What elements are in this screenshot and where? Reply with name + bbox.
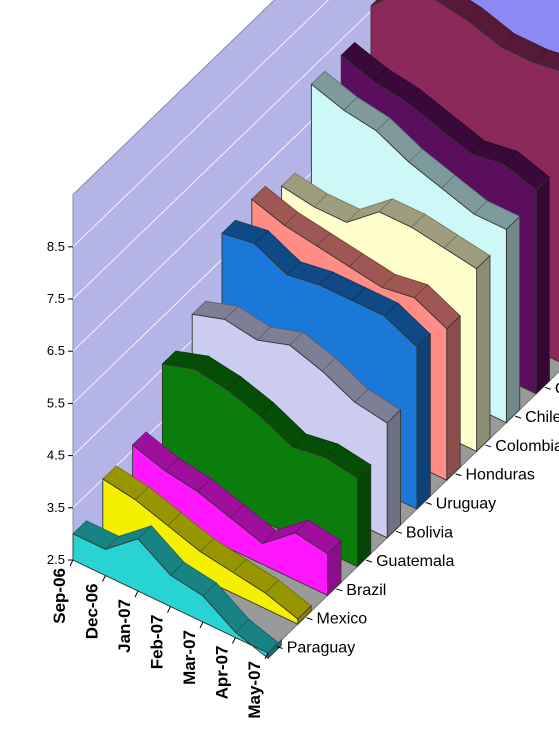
y-tick-label: 4.5 — [47, 448, 65, 463]
x-tick-label: Apr-07 — [213, 646, 232, 700]
series-ribbon — [161, 350, 372, 568]
x-axis-tick-labels: Sep-06 Dec-06 Jan-07 Feb-07 Mar-07 Apr-07 May-… — [50, 559, 269, 719]
x-tick-mark — [102, 575, 106, 582]
series-ribbon — [72, 520, 283, 660]
y-tick-label: 7.5 — [47, 291, 65, 306]
x-tick-mark — [69, 559, 74, 567]
ribbon-end — [505, 215, 521, 424]
y-axis-tick-labels: 2.5 3.5 4.5 5.5 6.5 7.5 8.5 — [47, 239, 73, 567]
series-tick-mark — [544, 386, 552, 390]
gridline — [72, 0, 559, 300]
series-label: Bolivia — [406, 524, 453, 541]
y-tick-label: 5.5 — [47, 395, 65, 410]
series-tick-mark — [485, 444, 492, 448]
x-tick-label: Sep-06 — [50, 568, 69, 624]
x-tick-mark — [199, 621, 204, 629]
x-tick-mark — [134, 590, 139, 598]
ribbon-end — [446, 314, 461, 482]
y-tick-label: 3.5 — [47, 500, 65, 515]
y-tick-label: 8.5 — [47, 239, 65, 254]
ribbon-end — [535, 176, 550, 395]
data-point-area — [72, 533, 269, 660]
ribbon-end — [356, 463, 372, 568]
series-tick-mark — [455, 473, 462, 477]
y-tick-label: 2.5 — [47, 552, 65, 567]
series-tick-mark — [336, 588, 343, 592]
series-label: Uruguay — [436, 496, 496, 513]
series-tick-mark — [365, 559, 373, 563]
chart-series-ribbons — [72, 0, 559, 660]
series-tick-mark — [276, 646, 283, 649]
series-label: Mexico — [317, 611, 368, 628]
series-label: Costa Rica — [555, 380, 559, 397]
ribbon-end — [476, 254, 491, 453]
series-label: Colombia — [495, 438, 559, 455]
ribbon-end — [416, 333, 431, 510]
ribbon-end — [386, 409, 402, 539]
series-label: Paraguay — [287, 640, 356, 657]
series-axis-labels: Paraguay Mexico Brazil Guatemala Bolivia Urug… — [276, 380, 559, 657]
series-tick-mark — [395, 530, 403, 534]
data-point-area — [132, 444, 329, 597]
x-tick-label: Feb-07 — [148, 615, 167, 670]
series-label: Guatemala — [376, 553, 454, 570]
x-tick-mark — [232, 637, 236, 644]
series-tick-mark — [514, 415, 522, 419]
series-ribbon — [102, 465, 312, 626]
x-tick-mark — [167, 606, 171, 613]
data-point-area — [161, 363, 358, 568]
series-ribbon — [131, 431, 342, 597]
x-tick-label: Dec-06 — [83, 584, 102, 640]
x-tick-label: Jan-07 — [115, 599, 134, 653]
x-tick-label: Mar-07 — [180, 630, 199, 685]
series-tick-mark — [425, 502, 432, 505]
gridline — [72, 0, 330, 248]
gridline — [72, 0, 559, 352]
data-point-area — [102, 478, 299, 625]
series-tick-mark — [306, 617, 313, 621]
y-tick-label: 6.5 — [47, 343, 65, 358]
series-label: Honduras — [466, 467, 535, 484]
series-label: Brazil — [346, 582, 386, 599]
x-tick-label: May-07 — [245, 661, 264, 719]
series-label: Chile — [525, 409, 559, 426]
x-tick-mark — [264, 652, 269, 660]
